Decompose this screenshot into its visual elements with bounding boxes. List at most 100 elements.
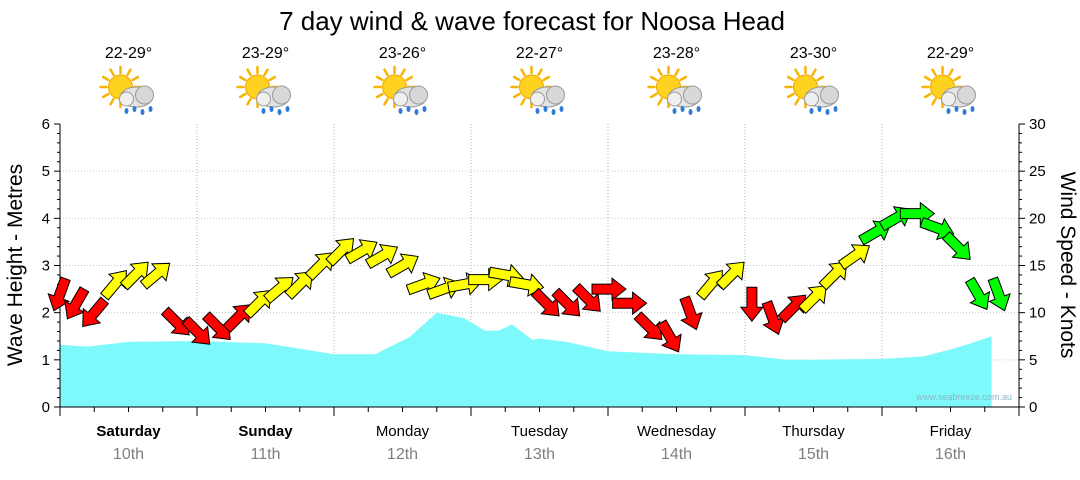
sun-cloud-rain-icon bbox=[921, 65, 976, 115]
watermark: www.seabreeze.com.au bbox=[915, 392, 1012, 402]
rain-drop bbox=[817, 106, 822, 112]
day-temperature: 22-29° bbox=[927, 45, 974, 62]
wind-arrow-shape bbox=[364, 243, 399, 270]
sun-cloud-rain-icon bbox=[236, 65, 291, 115]
sun-ray bbox=[657, 97, 663, 106]
day-date: 10th bbox=[113, 446, 144, 463]
sun-ray bbox=[816, 75, 825, 82]
rain-drop bbox=[809, 108, 814, 114]
cloud-puff bbox=[393, 91, 408, 107]
wind-arrow-shape bbox=[633, 311, 663, 341]
wave-height-area bbox=[60, 312, 992, 407]
wind-arrow-shape bbox=[160, 306, 190, 336]
wind-arrow bbox=[551, 287, 581, 317]
y-left-tick-label: 6 bbox=[42, 116, 50, 133]
sun-ray bbox=[131, 75, 140, 82]
rain-drop bbox=[696, 106, 701, 112]
y-left-tick-label: 2 bbox=[42, 305, 50, 322]
y-axis-left-label: Wave Height - Metres bbox=[4, 164, 27, 366]
sun-ray bbox=[786, 92, 795, 99]
sun-cloud-rain-icon bbox=[784, 65, 839, 115]
wind-arrow bbox=[919, 216, 955, 241]
wind-arrow-shape bbox=[818, 261, 848, 291]
day-name: Wednesday bbox=[637, 423, 716, 440]
wind-arrow bbox=[777, 294, 807, 324]
rain-drop bbox=[285, 106, 290, 112]
rain-drop bbox=[398, 108, 403, 114]
sun-ray bbox=[674, 68, 680, 77]
sun-ray bbox=[109, 68, 115, 77]
sun-cloud-rain-icon bbox=[510, 65, 565, 115]
rain-drop bbox=[551, 109, 556, 115]
rain-drop bbox=[680, 106, 685, 112]
rain-drop bbox=[543, 106, 548, 112]
wind-arrow-shape bbox=[385, 253, 419, 279]
rain-drop bbox=[962, 109, 967, 115]
wind-arrow-shape bbox=[243, 289, 272, 319]
y-right-tick-label: 5 bbox=[1029, 352, 1037, 369]
wind-arrows bbox=[47, 201, 1011, 353]
y-right-tick-label: 25 bbox=[1029, 163, 1046, 180]
cloud-puff bbox=[135, 85, 154, 105]
cloud-puff bbox=[530, 91, 545, 107]
sun-ray bbox=[246, 97, 252, 106]
cloud-puff bbox=[272, 85, 291, 105]
day-name: Sunday bbox=[238, 423, 293, 440]
wind-arrow-shape bbox=[591, 277, 627, 302]
wind-arrow bbox=[964, 276, 991, 311]
axes: 0 1 2 3 4 5 6 0 5 10 15 20 25 30 bbox=[42, 116, 1046, 416]
sun-ray bbox=[679, 75, 688, 82]
sun-ray bbox=[931, 68, 937, 77]
rain-drop bbox=[946, 108, 951, 114]
cloud-puff bbox=[804, 91, 819, 107]
rain-drop bbox=[672, 108, 677, 114]
day-name: Monday bbox=[376, 423, 430, 440]
day-name: Thursday bbox=[782, 423, 845, 440]
wind-arrow bbox=[818, 261, 848, 291]
sun-ray bbox=[520, 97, 526, 106]
rain-drop bbox=[269, 106, 274, 112]
day-date: 13th bbox=[524, 446, 555, 463]
cloud-puff bbox=[667, 91, 682, 107]
wind-arrow-shape bbox=[508, 273, 545, 297]
day-date: 15th bbox=[798, 446, 829, 463]
day-temperature: 23-26° bbox=[379, 45, 426, 62]
day-headers: 22-29° Saturday 10th 23-29° Sunday 11th 23-26°… bbox=[96, 45, 976, 463]
rain-drop bbox=[833, 106, 838, 112]
wind-arrow-shape bbox=[777, 294, 807, 324]
sun-ray bbox=[126, 68, 132, 77]
wind-arrow bbox=[139, 262, 171, 290]
sun-cloud-rain-icon bbox=[647, 65, 702, 115]
wind-arrow-shape bbox=[139, 262, 171, 290]
sun-ray bbox=[405, 75, 414, 82]
rain-drop bbox=[148, 106, 153, 112]
wind-arrow-shape bbox=[964, 276, 991, 311]
y-left-tick-label: 1 bbox=[42, 352, 50, 369]
day-date: 14th bbox=[661, 446, 692, 463]
sun-ray bbox=[101, 75, 110, 82]
day-date: 12th bbox=[387, 446, 418, 463]
wind-arrow bbox=[385, 253, 419, 279]
wind-arrow bbox=[243, 289, 272, 319]
wind-arrow bbox=[284, 271, 314, 300]
cloud-puff bbox=[820, 85, 839, 105]
day-date: 16th bbox=[935, 446, 966, 463]
sun-ray bbox=[542, 75, 551, 82]
sun-ray bbox=[109, 97, 115, 106]
sun-ray bbox=[263, 68, 269, 77]
sun-cloud-rain-icon bbox=[99, 65, 154, 115]
y-right-tick-label: 10 bbox=[1029, 305, 1046, 322]
sun-ray bbox=[238, 92, 247, 99]
sun-ray bbox=[948, 68, 954, 77]
wind-arrow-shape bbox=[656, 319, 682, 353]
wave-area bbox=[60, 312, 992, 407]
cloud-puff bbox=[941, 91, 956, 107]
sun-ray bbox=[931, 97, 937, 106]
rain-drop bbox=[535, 108, 540, 114]
day-name: Tuesday bbox=[511, 423, 568, 440]
rain-drop bbox=[422, 106, 427, 112]
day-temperature: 23-29° bbox=[242, 45, 289, 62]
sun-ray bbox=[811, 68, 817, 77]
